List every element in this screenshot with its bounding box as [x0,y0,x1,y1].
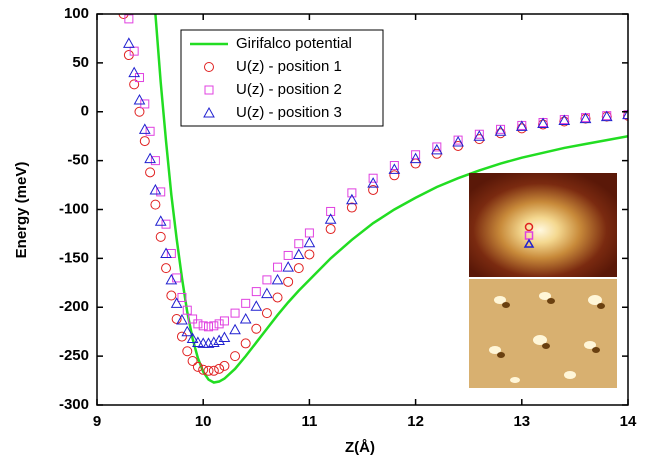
triangle-marker [140,124,150,133]
x-tick-label: 9 [93,413,101,430]
circle-marker [167,291,176,300]
triangle-marker [219,333,229,342]
circle-marker [347,203,356,212]
square-marker [173,274,181,282]
circle-marker [220,361,229,370]
square-marker [194,320,202,328]
circle-marker [151,200,160,209]
triangle-marker [262,289,272,298]
triangle-marker [251,301,261,310]
circle-marker [326,225,335,234]
y-tick-label: -150 [59,249,89,266]
square-marker [284,251,292,259]
square-marker [231,309,239,317]
x-tick-label: 12 [407,413,424,430]
circle-marker [231,352,240,361]
y-tick-label: -300 [59,396,89,413]
x-tick-label: 14 [620,413,637,430]
square-marker [252,288,260,296]
circle-marker [183,347,192,356]
x-axis-label: Z(Å) [345,439,375,456]
circle-marker [188,357,197,366]
square-marker [125,15,133,23]
circle-marker [262,309,271,318]
square-marker [295,240,303,248]
square-marker [220,317,228,325]
circle-marker [135,107,144,116]
triangle-marker [230,325,240,334]
inset [469,173,617,388]
circle-marker [215,364,224,373]
circle-marker [209,366,218,375]
square-marker [263,276,271,284]
y-axis-label: Energy (meV) [13,162,30,259]
square-marker [305,229,313,237]
legend-label: U(z) - position 2 [236,81,342,98]
triangle-marker [294,249,304,258]
y-tick-label: 50 [72,54,89,71]
y-tick-label: -100 [59,200,89,217]
legend-label: U(z) - position 3 [236,104,342,121]
y-tick-label: -50 [67,152,89,169]
legend: Girifalco potential U(z) - position 1 U(z)… [181,30,383,126]
circle-marker [284,277,293,286]
circle-marker [294,264,303,273]
square-marker [390,162,398,170]
y-tick-label: -250 [59,347,89,364]
square-marker [274,263,282,271]
y-tick-label: 100 [64,5,89,22]
triangle-marker [273,275,283,284]
circle-marker [177,332,186,341]
circle-marker [273,293,282,302]
triangle-marker [124,38,134,47]
circle-marker [204,366,213,375]
triangle-marker [304,238,314,247]
circle-marker [241,339,250,348]
triangle-marker [166,275,176,284]
square-marker [215,320,223,328]
circle-marker [156,232,165,241]
y-tick-label: 0 [81,103,89,120]
circle-marker [162,264,171,273]
triangle-marker [241,314,251,323]
square-marker [412,151,420,159]
legend-label: U(z) - position 1 [236,58,342,75]
circle-marker [140,137,149,146]
triangle-marker [156,216,166,225]
circle-marker [390,171,399,180]
triangle-marker [283,262,293,271]
circle-marker [517,124,526,133]
x-tick-label: 10 [195,413,212,430]
circle-marker [252,324,261,333]
chart: Z(Å) Energy (meV) Girifalco potential U(z… [0,0,649,466]
x-tick-label: 11 [301,413,317,430]
triangle-marker [129,68,139,77]
x-tick-label: 13 [513,413,530,430]
y-tick-label: -200 [59,298,89,315]
legend-label: Girifalco potential [236,35,352,52]
inset-image-top [469,173,617,277]
circle-marker [305,250,314,259]
triangle-marker [150,185,160,194]
circle-marker [146,168,155,177]
circle-marker [411,159,420,168]
triangle-marker [145,154,155,163]
square-marker [242,299,250,307]
